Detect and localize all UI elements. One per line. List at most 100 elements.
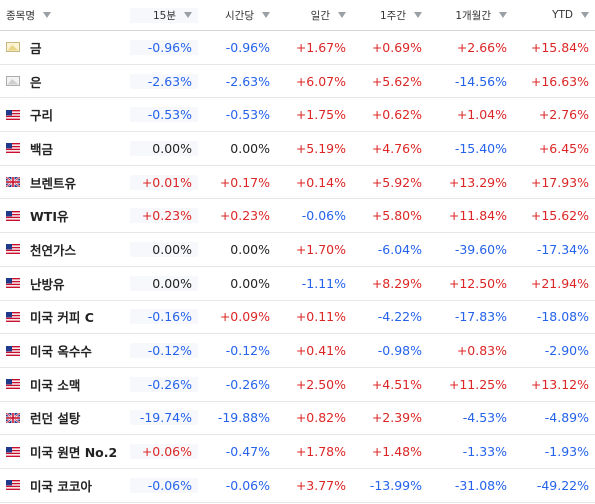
change-monthly-cell: +11.84%	[448, 208, 507, 224]
header-monthly[interactable]: 1개월간	[428, 8, 513, 23]
change-hourly-cell: -0.96%	[225, 39, 270, 55]
commodity-name-cell[interactable]: 미국 코코아	[0, 476, 130, 495]
change-weekly-cell: -13.99%	[369, 477, 422, 493]
commodity-name-cell[interactable]: 천연가스	[0, 240, 130, 259]
change-daily-cell: +1.70%	[295, 241, 346, 257]
change-monthly-cell: +0.83%	[456, 343, 507, 359]
table-body: 금 -0.96% -0.96% +1.67% +0.69% +2.66% +15.84% 은 -…	[0, 31, 595, 503]
change-hourly-cell: -0.26%	[225, 376, 270, 392]
change-15min-cell: -0.96%	[130, 39, 198, 55]
commodity-name[interactable]: WTI유	[30, 209, 69, 225]
header-weekly[interactable]: 1주간	[352, 8, 428, 23]
commodity-name-cell[interactable]: 미국 소맥	[0, 375, 130, 394]
commodity-name-cell[interactable]: 금	[0, 38, 130, 57]
change-daily-cell: +1.78%	[295, 444, 346, 460]
change-daily-cell: +6.07%	[295, 73, 346, 89]
change-15min-cell: -19.74%	[130, 410, 198, 426]
change-daily-cell: +0.14%	[295, 174, 346, 190]
table-row[interactable]: 난방유 0.00% 0.00% -1.11% +8.29% +12.50% +21.94%	[0, 267, 595, 301]
header-monthly-label: 1개월간	[455, 9, 491, 22]
commodity-name[interactable]: 백금	[30, 141, 54, 157]
change-hourly-cell: +0.17%	[219, 174, 270, 190]
change-15min-cell: -0.06%	[130, 477, 198, 493]
change-weekly-cell: -4.22%	[377, 309, 422, 325]
commodity-name[interactable]: 천연가스	[30, 242, 77, 258]
change-monthly-cell: -31.08%	[454, 477, 507, 493]
commodity-name-cell[interactable]: 미국 옥수수	[0, 341, 130, 360]
change-ytd-cell: -18.08%	[536, 309, 589, 325]
commodity-name[interactable]: 미국 커피 C	[30, 310, 94, 326]
change-daily-cell: +2.50%	[295, 376, 346, 392]
us-flag-icon	[6, 446, 20, 457]
change-daily-cell: -0.06%	[301, 208, 346, 224]
table-row[interactable]: 미국 원면 No.2 +0.06% -0.47% +1.78% +1.48% -1.33%…	[0, 435, 595, 469]
change-ytd-cell: +21.94%	[530, 275, 589, 291]
commodity-name[interactable]: 런던 설탕	[30, 411, 81, 427]
table-row[interactable]: WTI유 +0.23% +0.23% -0.06% +5.80% +11.84% +15.6…	[0, 199, 595, 234]
header-15min[interactable]: 15분	[130, 7, 198, 23]
sort-arrow-icon	[414, 12, 422, 18]
commodity-name[interactable]: 미국 코코아	[30, 478, 92, 494]
commodity-name[interactable]: 미국 소맥	[30, 377, 81, 393]
change-daily-cell: +0.11%	[295, 309, 346, 325]
change-15min-cell: -2.63%	[130, 73, 198, 89]
change-ytd-cell: +15.62%	[530, 208, 589, 224]
commodity-name-cell[interactable]: 브렌트유	[0, 173, 130, 192]
change-ytd-cell: -49.22%	[536, 477, 589, 493]
commodity-name-cell[interactable]: 구리	[0, 105, 130, 124]
commodity-name-cell[interactable]: 백금	[0, 139, 130, 158]
change-ytd-cell: -1.93%	[544, 444, 589, 460]
table-row[interactable]: 미국 소맥 -0.26% -0.26% +2.50% +4.51% +11.25% +13.…	[0, 368, 595, 402]
commodity-name[interactable]: 금	[30, 40, 42, 56]
header-daily[interactable]: 일간	[276, 8, 352, 23]
table-row[interactable]: 런던 설탕 -19.74% -19.88% +0.82% +2.39% -4.53% -4.…	[0, 402, 595, 436]
table-row[interactable]: 구리 -0.53% -0.53% +1.75% +0.62% +1.04% +2.76%	[0, 98, 595, 133]
sort-arrow-icon	[42, 12, 51, 18]
commodity-name-cell[interactable]: 미국 커피 C	[0, 307, 130, 326]
change-hourly-cell: +0.23%	[219, 208, 270, 224]
change-ytd-cell: +17.93%	[530, 174, 589, 190]
change-ytd-cell: +13.12%	[530, 376, 589, 392]
us-flag-icon	[6, 379, 20, 390]
us-flag-icon	[6, 109, 20, 120]
table-row[interactable]: 미국 커피 C -0.16% +0.09% +0.11% -4.22% -17.83% -1…	[0, 301, 595, 335]
change-hourly-cell: -2.63%	[225, 73, 270, 89]
change-hourly-cell: -0.47%	[225, 444, 270, 460]
commodity-name-cell[interactable]: 은	[0, 72, 130, 91]
table-row[interactable]: 백금 0.00% 0.00% +5.19% +4.76% -15.40% +6.45%	[0, 132, 595, 166]
header-name[interactable]: 종목명	[0, 8, 130, 23]
commodity-name-cell[interactable]: 미국 원면 No.2	[0, 442, 130, 461]
header-hourly[interactable]: 시간당	[198, 8, 276, 23]
commodity-name-cell[interactable]: WTI유	[0, 206, 130, 225]
change-15min-cell: -0.12%	[130, 343, 198, 359]
header-ytd[interactable]: YTD	[513, 9, 595, 21]
gold-icon	[6, 42, 20, 53]
commodity-name[interactable]: 은	[30, 74, 42, 90]
change-ytd-cell: +15.84%	[530, 39, 589, 55]
table-row[interactable]: 은 -2.63% -2.63% +6.07% +5.62% -14.56% +16.63%	[0, 65, 595, 99]
us-flag-icon	[6, 480, 20, 491]
table-row[interactable]: 브렌트유 +0.01% +0.17% +0.14% +5.92% +13.29% +17.9…	[0, 166, 595, 200]
table-row[interactable]: 미국 코코아 -0.06% -0.06% +3.77% -13.99% -31.08% -4…	[0, 469, 595, 503]
header-hourly-label: 시간당	[225, 9, 254, 22]
table-row[interactable]: 천연가스 0.00% 0.00% +1.70% -6.04% -39.60% -17.34%	[0, 233, 595, 267]
commodity-name[interactable]: 미국 옥수수	[30, 344, 92, 360]
change-monthly-cell: +12.50%	[448, 275, 507, 291]
commodity-name[interactable]: 미국 원면 No.2	[30, 445, 118, 461]
commodity-name-cell[interactable]: 난방유	[0, 274, 130, 293]
us-flag-icon	[6, 143, 20, 154]
change-monthly-cell: +11.25%	[448, 376, 507, 392]
uk-flag-icon	[6, 177, 20, 188]
commodity-name[interactable]: 브렌트유	[30, 175, 77, 191]
change-hourly-cell: -0.12%	[225, 343, 270, 359]
change-monthly-cell: +2.66%	[456, 39, 507, 55]
commodity-name-cell[interactable]: 런던 설탕	[0, 408, 130, 427]
sort-arrow-icon	[184, 12, 192, 18]
commodity-name[interactable]: 구리	[30, 108, 54, 124]
table-row[interactable]: 금 -0.96% -0.96% +1.67% +0.69% +2.66% +15.84%	[0, 31, 595, 65]
change-weekly-cell: +5.92%	[371, 174, 422, 190]
table-row[interactable]: 미국 옥수수 -0.12% -0.12% +0.41% -0.98% +0.83% -2.9…	[0, 334, 595, 368]
change-15min-cell: -0.26%	[130, 376, 198, 392]
commodity-name[interactable]: 난방유	[30, 276, 65, 292]
change-15min-cell: +0.06%	[130, 444, 198, 460]
